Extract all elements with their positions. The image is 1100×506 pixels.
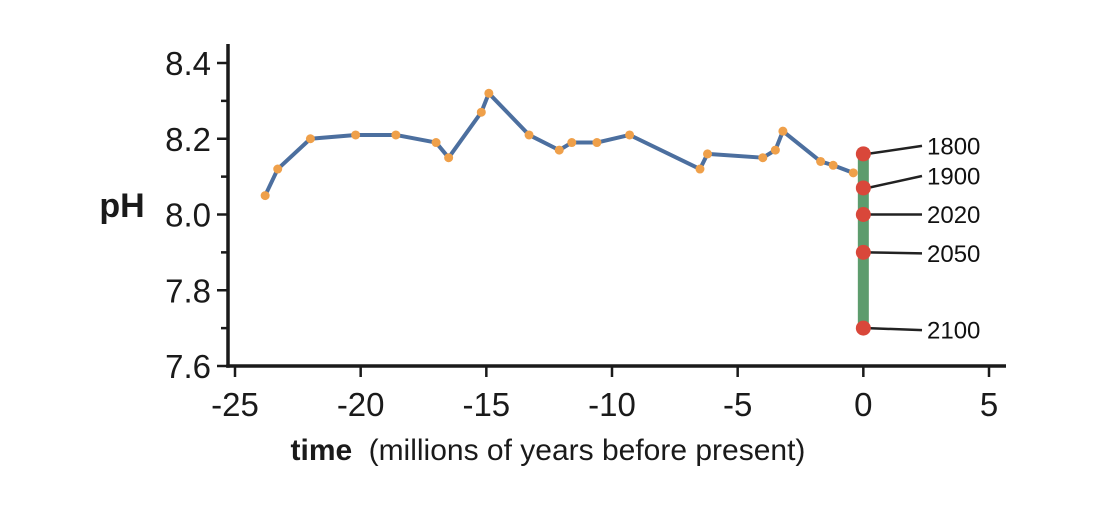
projection-year-label: 2020 — [927, 202, 980, 229]
y-tick-label: 8.0 — [165, 197, 211, 234]
projection-point — [855, 180, 871, 196]
data-point-marker — [476, 107, 486, 117]
data-point-marker — [524, 130, 534, 140]
data-point-marker — [758, 153, 768, 163]
data-point-marker — [778, 126, 788, 136]
x-tick-label: -10 — [588, 386, 636, 423]
projection-year-label: 1900 — [927, 163, 980, 190]
projection-year-label: 2050 — [927, 241, 980, 268]
y-tick-label: 8.4 — [165, 45, 211, 82]
projection-year-label: 2100 — [927, 318, 980, 345]
data-point-marker — [567, 138, 577, 148]
y-tick-label: 7.8 — [165, 272, 211, 309]
data-point-marker — [391, 130, 401, 140]
x-tick-label: -20 — [337, 386, 385, 423]
x-axis-title-bold: time — [291, 434, 353, 467]
data-point-marker — [431, 138, 441, 148]
projection-layer: 1800 1900 2020 2050 2100 — [855, 133, 980, 345]
data-point-marker — [444, 153, 454, 163]
projection-leader-line — [867, 251, 923, 255]
projection-leader-line — [867, 174, 923, 190]
data-point-marker — [703, 149, 713, 159]
data-point-marker — [273, 164, 283, 174]
data-point-marker — [848, 168, 858, 178]
data-point-marker — [592, 138, 602, 148]
data-point-marker — [695, 164, 705, 174]
y-tick-label: 7.6 — [165, 348, 211, 385]
ph-line — [263, 91, 856, 198]
x-tick-label: -15 — [462, 386, 510, 423]
x-tick-label: 5 — [980, 386, 998, 423]
data-point-marker — [625, 130, 635, 140]
data-point-marker — [770, 145, 780, 155]
y-tick-label: 8.2 — [165, 121, 211, 158]
data-point-marker — [351, 130, 361, 140]
x-tick-label: -25 — [211, 386, 259, 423]
data-point-marker — [260, 191, 270, 201]
projection-point — [855, 244, 871, 260]
projection-leader-line — [867, 326, 923, 332]
projection-leader-line — [867, 144, 923, 156]
projection-year-label: 1800 — [927, 133, 980, 160]
data-point-marker — [828, 160, 838, 170]
y-axis-title: pH — [99, 187, 144, 225]
data-layer — [260, 88, 858, 201]
projection-point — [855, 320, 871, 336]
projection-point — [855, 207, 871, 222]
projection-point — [855, 146, 871, 162]
axes-layer: 8.4 8.2 8.0 7.8 7.6-25 -20 -15 -10 -5 0 5 — [165, 44, 1006, 423]
x-axis-title-rest: (millions of years before present) — [369, 434, 806, 467]
x-tick-label: 0 — [854, 386, 872, 423]
x-axis-title: time (millions of years before present) — [291, 434, 806, 467]
data-point-marker — [816, 156, 826, 166]
x-tick-label: -5 — [723, 386, 752, 423]
data-point-marker — [554, 145, 564, 155]
data-point-marker — [305, 134, 315, 144]
data-point-marker — [484, 88, 494, 98]
